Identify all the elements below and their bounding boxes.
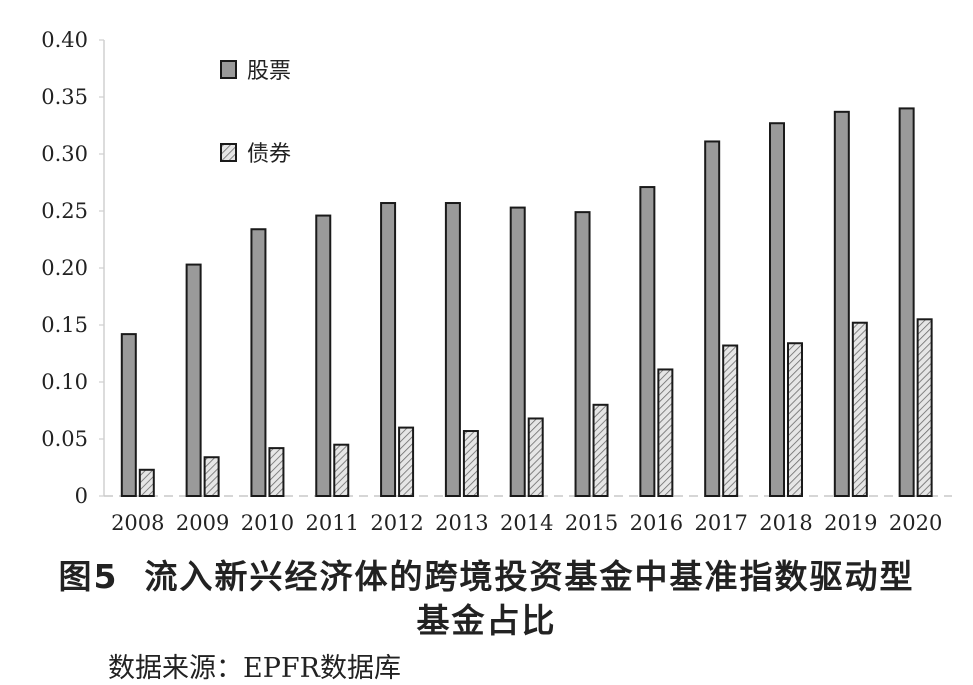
bar-stocks-2008	[120, 333, 137, 497]
bar-bonds-2015	[592, 403, 609, 497]
bar-stocks-2009	[185, 263, 202, 497]
y-tick-label: 0.25	[41, 199, 88, 223]
x-tick-label: 2017	[694, 511, 747, 535]
bar-bonds-2017	[722, 344, 739, 497]
y-tick-label: 0.30	[41, 142, 88, 166]
bar-stocks-2017	[704, 140, 721, 498]
x-tick-label: 2008	[111, 511, 164, 535]
legend-label-stocks: 股票	[247, 59, 291, 84]
x-tick-label: 2019	[824, 511, 877, 535]
bar-bonds-2014	[527, 417, 544, 498]
y-tick-label: 0	[75, 484, 88, 508]
bars-group	[120, 107, 933, 498]
bar-stocks-2014	[509, 206, 526, 498]
bar-bonds-2012	[398, 426, 415, 498]
x-tick-label: 2013	[435, 511, 488, 535]
bar-stocks-2012	[380, 202, 397, 498]
y-tick-label: 0.05	[41, 427, 88, 451]
x-tick-label: 2009	[176, 511, 229, 535]
bar-bonds-2013	[462, 430, 479, 497]
legend-swatch-stocks	[220, 60, 237, 79]
legend-swatch-bonds	[220, 143, 237, 162]
bar-stocks-2018	[769, 122, 785, 497]
bar-stocks-2020	[898, 107, 915, 498]
figure-number: 图5	[58, 557, 119, 596]
x-tick-label: 2010	[241, 511, 294, 535]
bar-bonds-2018	[787, 342, 803, 497]
bar-bonds-2010	[268, 447, 285, 497]
figure-caption-line-2: 基金占比	[416, 601, 557, 640]
x-tick-label: 2012	[370, 511, 423, 535]
y-tick-label: 0.10	[41, 370, 88, 394]
x-tick-labels: 2008 2009 2010 2011 2012 2013 2014 2015 2016 2017…	[111, 511, 942, 535]
y-tick-label: 0.40	[41, 28, 88, 52]
bar-bonds-2011	[333, 443, 350, 498]
y-tick-label: 0.35	[41, 85, 88, 109]
x-tick-label: 2015	[565, 511, 618, 535]
bar-stocks-2011	[315, 214, 332, 497]
x-tick-label: 2014	[500, 511, 553, 535]
bar-bonds-2008	[138, 468, 155, 497]
bar-stocks-2016	[639, 186, 656, 497]
figure-caption-line-1: 图5 流入新兴经济体的跨境投资基金中基准指数驱动型	[0, 556, 973, 598]
bar-stocks-2019	[833, 110, 850, 497]
x-tick-label: 2011	[306, 511, 359, 535]
figure-title-line-1: 流入新兴经济体的跨境投资基金中基准指数驱动型	[144, 557, 915, 596]
bar-stocks-2015	[574, 211, 591, 497]
y-tick-label: 0.20	[41, 256, 88, 280]
bar-bonds-2016	[657, 368, 674, 497]
bar-bonds-2009	[203, 456, 220, 497]
bar-stocks-2013	[444, 202, 461, 498]
source-note: 数据来源：EPFR数据库	[108, 653, 401, 684]
bar-chart: 2008 2009 2010 2011 2012 2013 2014 2015 2016 2017…	[41, 28, 952, 535]
bar-bonds-2019	[851, 321, 868, 497]
y-tick-label: 0.15	[41, 313, 88, 337]
x-tick-label: 2016	[630, 511, 683, 535]
bar-bonds-2020	[916, 318, 933, 497]
x-tick-label: 2018	[759, 511, 812, 535]
legend-label-bonds: 债券	[247, 142, 291, 167]
bar-stocks-2010	[250, 228, 267, 498]
x-tick-label: 2020	[889, 511, 942, 535]
y-tick-labels: 0 0.05 0.10 0.15 0.20 0.25 0.30 0.35 0.40	[41, 28, 104, 508]
